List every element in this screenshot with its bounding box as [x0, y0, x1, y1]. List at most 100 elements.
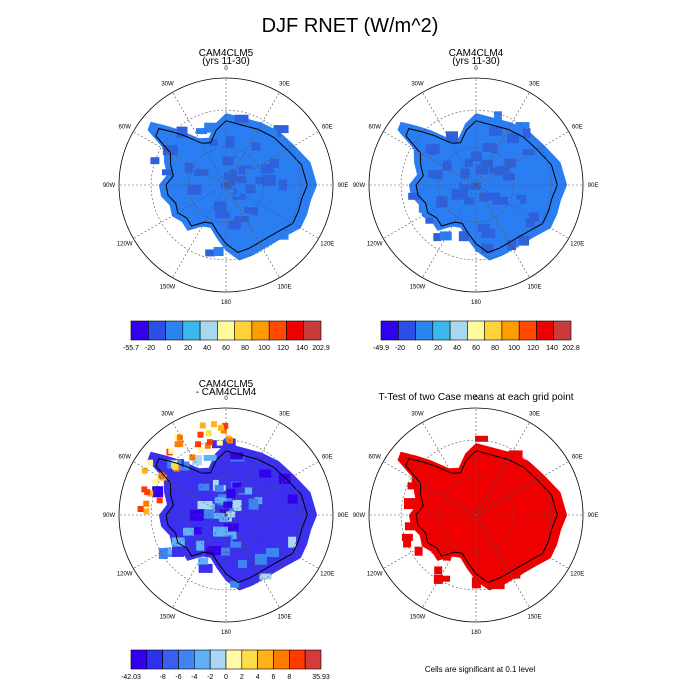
latitude-circle [400, 109, 552, 261]
longitude-label: 30W [411, 82, 424, 88]
grid-cell [451, 188, 465, 200]
grid-cell [189, 454, 196, 461]
grid-cell [473, 206, 488, 213]
grid-cell [208, 171, 217, 181]
grid-cell [486, 192, 500, 201]
grid-cell [223, 501, 233, 509]
colorbar-label: 4 [256, 674, 260, 681]
grid-cell [147, 459, 154, 466]
grid-cell [219, 547, 230, 556]
grid-cell [494, 539, 507, 548]
longitude-label: 60W [369, 455, 382, 461]
grid-cell [507, 240, 517, 251]
grid-cell [471, 510, 486, 519]
grid-cell [172, 161, 185, 173]
grid-cell [176, 434, 183, 441]
grid-cell [151, 478, 158, 485]
grid-cell [162, 145, 178, 156]
grid-cell [198, 557, 209, 565]
colorbar-3: -42.03 -8 -6 -4 -2 0 2 4 6 8 35.93 [121, 649, 330, 681]
grid-cell [232, 482, 242, 490]
colorbar-label: 8 [287, 674, 291, 681]
colorbar-box [501, 320, 520, 341]
colorbar-label: -2 [207, 674, 213, 681]
colorbar-label: 20 [184, 345, 192, 352]
grid-cell [457, 521, 472, 530]
grid-cell [434, 566, 443, 575]
grid-cell [201, 509, 214, 519]
colorbar-1: -55.7 -20 0 20 40 60 80 100 120 140 202.9 [123, 320, 330, 352]
grid-cell [254, 216, 269, 223]
grid-cell [431, 485, 445, 493]
panel2-title-line1: CAM4CLM4 [449, 48, 504, 59]
colorbar-label: 2 [240, 674, 244, 681]
colorbars: -55.7 -20 0 20 40 60 80 100 120 140 202.9 -49.9 -20 0… [121, 320, 580, 681]
longitude-label: 90W [353, 513, 366, 519]
grid-cell [489, 167, 498, 174]
grid-cell [230, 452, 244, 460]
grid-cell [244, 207, 259, 216]
grid-cell [431, 523, 447, 534]
grid-cell [223, 523, 239, 532]
meridian-line [383, 131, 477, 186]
grid-cell [211, 421, 217, 428]
grid-cell [403, 537, 412, 548]
grid-cell [522, 218, 535, 228]
longitude-label: 90W [353, 183, 366, 189]
grid-cell [225, 136, 235, 148]
colorbar-box [146, 649, 163, 670]
grid-cell [519, 235, 530, 246]
coastline [405, 450, 558, 583]
grid-cell [288, 183, 298, 194]
meridian-line [172, 422, 227, 516]
grid-cell [251, 142, 261, 151]
figure-title: DJF RNET (W/m^2) [262, 15, 439, 37]
grid-cell [484, 490, 498, 497]
colorbar-box [178, 649, 195, 670]
grid-cell [429, 143, 438, 155]
grid-cell [218, 424, 224, 431]
map-panel-3: 0 30E 60E 90E 120E 150E 180 150W 120W 90W 60W 30W [103, 396, 349, 636]
longitude-label: 60W [119, 125, 132, 131]
longitude-label: 60E [322, 455, 333, 461]
grid-cell [481, 228, 496, 238]
latitude-circle [150, 109, 302, 261]
grid-cell [498, 523, 510, 531]
grid-cell [230, 580, 240, 588]
panel1-title-line2: (yrs 11-30) [202, 56, 250, 67]
colorbar-box [165, 320, 184, 341]
grid-cell [448, 509, 461, 517]
longitude-label: 90E [338, 513, 349, 519]
grid-cell [281, 212, 296, 221]
colorbar-box [273, 649, 290, 670]
grid-cell [183, 527, 194, 536]
grid-cell [197, 431, 204, 438]
grid-cell [464, 197, 475, 205]
grid-cell [277, 529, 289, 541]
grid-cell [453, 479, 466, 487]
colorbar-box [234, 320, 253, 341]
grid-cell [414, 546, 423, 556]
grid-cell [288, 536, 297, 548]
colorbar-box [257, 649, 274, 670]
grid-cell [206, 546, 222, 556]
colorbar-box [130, 320, 149, 341]
meridian-line [422, 184, 477, 278]
colorbar-label: -4 [191, 674, 197, 681]
meridian-line [133, 514, 227, 569]
grid-cell [214, 201, 227, 211]
colorbar-2: -49.9 -20 0 20 40 60 80 100 120 140 202.8 [373, 320, 580, 352]
colorbar-label: 0 [167, 345, 171, 352]
grid-cell [137, 506, 144, 512]
grid-cell [432, 172, 443, 180]
longitude-label: 180 [221, 630, 232, 636]
grid-cell [203, 146, 214, 157]
grid-cell [509, 549, 524, 556]
colorbar-label: 100 [508, 345, 520, 352]
latitude-circle [150, 439, 302, 591]
grid-cell [171, 537, 185, 547]
longitude-label: 60E [572, 125, 583, 131]
grid-cell [503, 173, 515, 181]
grid-cell [205, 430, 212, 437]
grid-cell [262, 174, 276, 186]
